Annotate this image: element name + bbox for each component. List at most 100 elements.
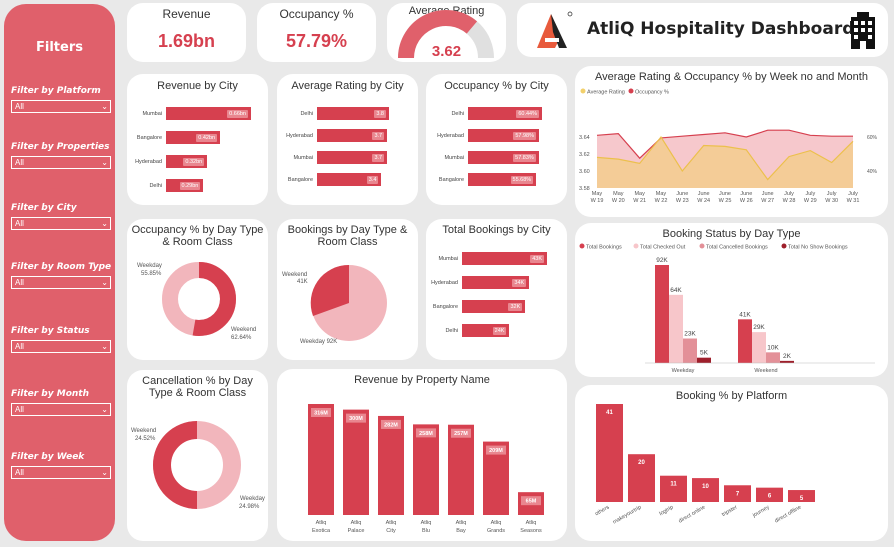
bar-bangalore[interactable]: 55.68% [468,173,537,186]
x-tick-week: W 31 [847,198,860,204]
bar-delhi[interactable]: 3.8 [317,107,389,120]
chevron-down-icon[interactable]: ⌄ [101,158,108,167]
bar-makeyourtrip [628,454,655,502]
bar-hyderabad[interactable]: 3.7 [317,129,388,142]
x-tick-month: June [762,191,774,197]
bar-delhi[interactable]: 60.44% [468,107,542,120]
bookings-day-type-title: Bookings by Day Type & Room Class [287,224,408,248]
filter-dropdown-filter-by-properties[interactable]: All ⌄ [11,156,111,169]
filter-dropdown-filter-by-platform[interactable]: All ⌄ [11,100,111,113]
bar-category-label: Delhi [300,111,313,117]
booking-status-title: Booking Status by Day Type [662,228,801,240]
x-tick-week: W 21 [633,198,646,204]
bar-atliq-blu [413,424,439,515]
occ-weekend-value: 62.64% [231,335,252,341]
rating-gauge [398,10,494,59]
x-category-label: journey [751,504,771,519]
chevron-down-icon[interactable]: ⌄ [101,278,108,287]
y-tick-label: 3.60 [579,169,590,175]
legend-label-total-no-show-bookings: Total No Show Bookings [788,245,848,251]
bar-data-label: 20 [638,460,645,466]
bar-data-label-bg [346,413,366,423]
kpi-revenue-card[interactable]: Revenue 1.69bn [127,3,246,62]
bar-delhi[interactable]: 24K [462,324,510,337]
filter-value: All [15,468,24,477]
bar-category-label: Bangalore [432,304,458,310]
bar-category-label: Bangalore [287,177,313,183]
bar-hyderabad[interactable]: 34K [462,276,530,289]
filter-dropdown-filter-by-city[interactable]: All ⌄ [11,217,111,230]
occupancy-by-city-card[interactable]: Occupancy % by City Delhi 60.44% Hyderabad… [426,74,567,205]
chevron-down-icon[interactable]: ⌄ [101,219,108,228]
bookings-day-type-card[interactable]: Bookings by Day Type & Room Class Weeken… [277,219,418,360]
x-tick-month: June [676,191,688,197]
bar-bangalore[interactable]: 0.42bn [166,131,221,144]
x-category-label: Atliq [351,520,362,526]
kpi-revenue-value: 1.69bn [157,31,216,51]
kpi-occupancy-label: Occupancy % [279,7,354,21]
booking-by-platform-card[interactable]: Booking % by Platform 41 others 20 makeyour… [575,385,888,541]
x-category-label: Atliq [386,520,397,526]
revenue-by-city-card[interactable]: Revenue by City Mumbai 0.66bn Bangalore 0.4… [127,74,268,205]
chevron-down-icon[interactable]: ⌄ [101,405,108,414]
bar-delhi[interactable]: 0.29bn [166,179,204,192]
x-category-label: Palace [348,528,365,534]
bar-mumbai[interactable]: 43K [462,252,547,265]
rating-occupancy-weekly-card[interactable]: Average Rating & Occupancy % by Week no … [575,66,888,217]
bar-data-label-bg [451,428,471,438]
bar-data-label: 29K [753,324,765,331]
cancellation-day-type-title: Cancellation % by Day Type & Room Class [142,375,253,399]
filter-dropdown-filter-by-status[interactable]: All ⌄ [11,340,111,353]
x-tick-week: W 28 [783,198,796,204]
x-tick-month: June [698,191,710,197]
filter-label-filter-by-month: Filter by Month [11,389,89,399]
filter-dropdown-filter-by-month[interactable]: All ⌄ [11,403,111,416]
filters-title: Filters [36,40,83,55]
bar-hyderabad[interactable]: 0.32bn [166,155,208,168]
x-category-label: makeyourtrip [612,505,643,526]
revenue-by-property-card[interactable]: Revenue by Property Name 316M Atliq Exotic… [277,369,567,541]
occupancy-day-type-card[interactable]: Occupancy % by Day Type & Room Class Wee… [127,219,268,360]
x-tick-month: May [656,191,667,197]
bar-data-label-bg [416,428,436,438]
average-rating-area [597,137,853,188]
chevron-down-icon[interactable]: ⌄ [101,102,108,111]
filter-label-filter-by-city: Filter by City [11,203,77,213]
bar-bangalore[interactable]: 32K [462,300,526,313]
bar-total-cancelled-bookings-weekend [766,352,780,363]
dashboard-title: AtliQ Hospitality Dashboard [587,19,855,39]
bar-data-label: 2K [783,353,792,360]
bar-mumbai[interactable]: 57.83% [468,151,539,164]
bar-hyderabad[interactable]: 57.98% [468,129,539,142]
x-tick-month: June [719,191,731,197]
bar-total-checked-out-weekend [752,332,766,363]
bar-data-label: 92K [656,257,668,264]
bookings-pie: Weekend 41K Weekday 92K [282,264,387,345]
atliq-logo-icon [537,11,573,48]
bk-weekend-label: Weekend [282,272,307,278]
bar-mumbai[interactable]: 3.7 [317,151,388,164]
chevron-down-icon[interactable]: ⌄ [101,468,108,477]
bar-tripster [724,485,751,502]
kpi-rating-card[interactable]: Average Rating 3.62 [387,3,506,62]
can-weekday-value: 24.98% [239,504,260,510]
booking-status-card[interactable]: Booking Status by Day Type Total Booking… [575,223,888,377]
bar-data-label: 60.44% [516,110,539,118]
bar-mumbai[interactable]: 0.66bn [166,107,251,120]
legend-marker-total-cancelled-bookings [699,243,705,249]
kpi-occupancy-card[interactable]: Occupancy % 57.79% [257,3,376,62]
cancellation-day-type-card[interactable]: Cancellation % by Day Type & Room Class … [127,370,268,541]
rating-by-city-card[interactable]: Average Rating by City Delhi 3.8 Hyderabad… [277,74,418,205]
filter-dropdown-filter-by-week[interactable]: All ⌄ [11,466,111,479]
bar-data-label: 65M [526,499,537,505]
y-tick-label: 3.58 [579,186,590,192]
y2-tick-label: 60% [867,135,878,141]
chevron-down-icon[interactable]: ⌄ [101,342,108,351]
bar-data-label: 3.8 [374,110,386,118]
x-tick-month: May [613,191,624,197]
bar-data-label: 3.7 [372,132,385,140]
filter-dropdown-filter-by-room-type[interactable]: All ⌄ [11,276,111,289]
kpi-rating-value: 3.62 [431,43,462,60]
total-bookings-by-city-card[interactable]: Total Bookings by City Mumbai 43K Hyderaba… [426,219,567,360]
bar-bangalore[interactable]: 3.4 [317,173,382,186]
